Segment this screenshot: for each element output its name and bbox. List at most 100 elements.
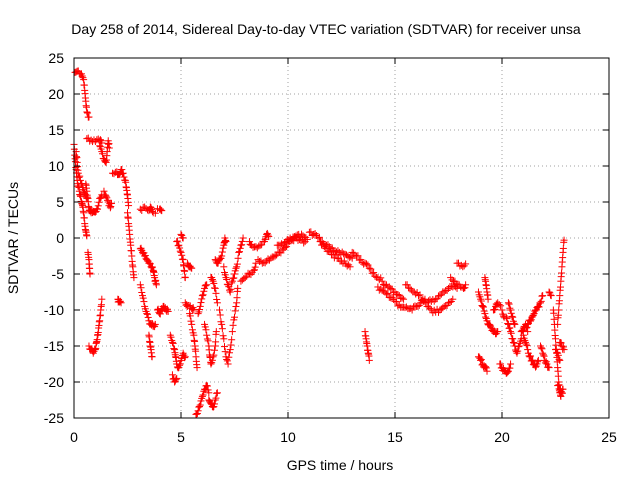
data-point [125, 202, 133, 210]
data-point [141, 252, 149, 260]
data-point [517, 335, 525, 343]
data-point [507, 306, 515, 314]
x-tick-labels: 0 5 10 15 20 25 [70, 429, 617, 445]
data-point [509, 335, 517, 343]
data-point [406, 284, 414, 292]
data-point [535, 303, 543, 311]
data-point [234, 254, 242, 262]
data-point [539, 349, 547, 357]
data-point [100, 187, 108, 195]
y-tick-label: 20 [48, 86, 64, 102]
data-point [212, 394, 220, 402]
data-point [204, 337, 212, 345]
x-tick-label: 15 [387, 429, 403, 445]
y-tick-label: 25 [48, 50, 64, 66]
data-point [79, 186, 87, 194]
data-point [483, 317, 491, 325]
data-point [169, 339, 177, 347]
data-point [511, 320, 519, 328]
y-tick-label: 10 [48, 158, 64, 174]
data-point [559, 244, 567, 252]
x-tick-label: 20 [494, 429, 510, 445]
data-point [479, 302, 487, 310]
data-point [203, 382, 211, 390]
data-point [209, 403, 217, 411]
data-point [436, 292, 444, 300]
data-point [102, 192, 110, 200]
data-point [176, 244, 184, 252]
data-point [556, 356, 564, 364]
data-point [138, 207, 146, 215]
data-point [507, 329, 515, 337]
x-tick-label: 0 [70, 429, 78, 445]
data-point [143, 256, 151, 264]
data-point [252, 243, 260, 251]
data-point [151, 209, 159, 217]
data-point [361, 259, 369, 267]
data-point [187, 317, 195, 325]
data-point [148, 263, 156, 271]
data-point [446, 298, 454, 306]
data-point [414, 302, 422, 310]
data-point [537, 344, 545, 352]
data-point [286, 234, 294, 242]
data-point [105, 144, 113, 152]
data-point [107, 199, 115, 207]
data-point [280, 239, 288, 247]
y-tick-label: -10 [44, 302, 64, 318]
data-point [559, 385, 567, 393]
data-point [173, 374, 181, 382]
data-point [457, 261, 465, 269]
data-point [392, 298, 400, 306]
data-point [118, 166, 126, 174]
data-point [397, 295, 405, 303]
data-point [239, 234, 247, 242]
data-point [74, 169, 82, 177]
data-point [552, 335, 559, 343]
data-point [507, 309, 515, 317]
data-point [220, 263, 228, 271]
data-point [232, 264, 240, 272]
data-point [494, 299, 502, 307]
data-point [213, 299, 221, 307]
data-point [196, 302, 204, 310]
data-point [98, 295, 106, 303]
data-point [181, 353, 189, 361]
data-point [101, 157, 109, 165]
data-point [481, 310, 489, 318]
data-point [523, 323, 531, 331]
data-point [416, 291, 424, 299]
data-point [412, 290, 420, 298]
data-point [388, 285, 396, 293]
data-point [265, 233, 273, 241]
data-point [193, 364, 201, 372]
data-point [221, 343, 229, 351]
data-point [196, 402, 204, 410]
data-point [213, 389, 221, 397]
data-point [83, 232, 91, 240]
data-point [143, 310, 151, 318]
data-point [196, 401, 204, 409]
data-point [207, 360, 215, 368]
data-point [479, 303, 487, 311]
data-point [319, 241, 327, 249]
data-point [203, 331, 211, 339]
data-point [543, 360, 551, 368]
data-point [462, 281, 470, 289]
data-point [348, 248, 356, 256]
data-point [482, 363, 490, 371]
data-point [538, 345, 546, 353]
y-tick-label: -20 [44, 374, 64, 390]
data-point [95, 198, 103, 206]
data-point [197, 299, 205, 307]
data-point [202, 326, 210, 334]
data-point [156, 205, 164, 213]
data-point [198, 292, 206, 300]
data-point [143, 310, 151, 318]
data-point [485, 320, 493, 328]
data-point [170, 345, 178, 353]
data-point [94, 205, 102, 213]
data-point [205, 389, 213, 397]
data-point [310, 230, 318, 238]
data-point [560, 346, 568, 354]
